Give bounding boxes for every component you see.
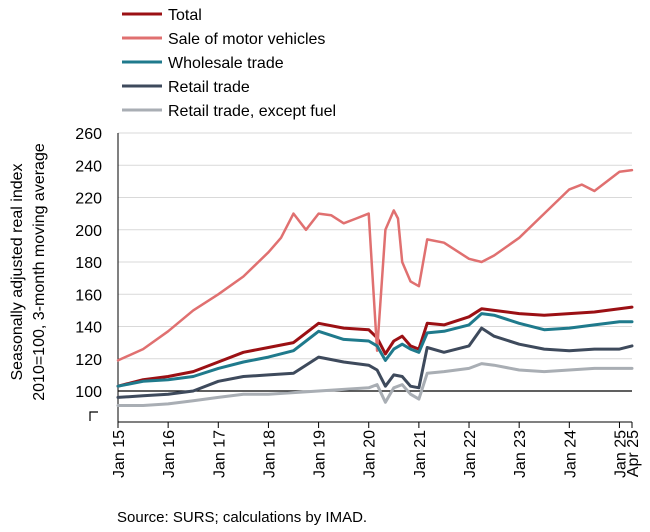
x-tick-label: Jan 15 — [111, 430, 128, 478]
y-tick-label: 200 — [75, 223, 102, 240]
y-tick-label: 100 — [75, 384, 102, 401]
y-tick-label: 180 — [75, 255, 102, 272]
legend-label: Sale of motor vehicles — [168, 31, 325, 48]
x-tick-label: Jan 25 — [612, 430, 629, 478]
series-line-retail-trade — [116, 326, 634, 399]
series-line-sale-of-motor-vehicles — [116, 168, 634, 362]
x-tick-label: Jan 23 — [512, 430, 529, 478]
x-tick-label: Jan 18 — [261, 430, 278, 478]
series-lines — [116, 168, 634, 407]
axes: 100 120 140 160 180 200 220 240 260 Jan 15 Jan 16 J… — [75, 126, 642, 478]
legend-label: Wholesale trade — [168, 55, 284, 72]
y-axis-title-line: 2010=100, 3-month moving average — [31, 143, 48, 401]
x-tick-label: Jan 16 — [161, 430, 178, 478]
y-tick-label: 140 — [75, 320, 102, 337]
source-note: Source: SURS; calculations by IMAD. — [117, 509, 368, 526]
x-tick-label: Jan 21 — [412, 430, 429, 478]
legend-label: Total — [168, 7, 202, 24]
series-line-total — [116, 305, 634, 388]
x-tick-label: Jan 20 — [362, 430, 379, 478]
x-tick-label: Jan 24 — [562, 430, 579, 478]
legend-label: Retail trade, except fuel — [168, 103, 336, 120]
axis-break-mark — [89, 411, 98, 421]
y-tick-label: 160 — [75, 287, 102, 304]
x-tick-label: Jan 22 — [462, 430, 479, 478]
y-tick-label: 220 — [75, 191, 102, 208]
y-tick-label: 260 — [75, 126, 102, 143]
y-axis-title-line: Seasonally adjusted real index — [9, 163, 26, 380]
series-line-wholesale-trade — [116, 312, 634, 388]
x-tick-label: Apr 25 — [625, 430, 642, 477]
y-axis-title: Seasonally adjusted real index 2010=100, … — [9, 143, 48, 401]
x-tick-label: Jan 17 — [211, 430, 228, 478]
x-tick-label: Jan 19 — [312, 430, 329, 478]
y-tick-label: 240 — [75, 158, 102, 175]
gridlines — [118, 132, 632, 360]
legend-label: Retail trade — [168, 79, 250, 96]
y-tick-label: 120 — [75, 352, 102, 369]
legend: Total Sale of motor vehicles Wholesale tra… — [122, 7, 336, 120]
series-line-retail-trade-except-fuel — [116, 362, 634, 407]
